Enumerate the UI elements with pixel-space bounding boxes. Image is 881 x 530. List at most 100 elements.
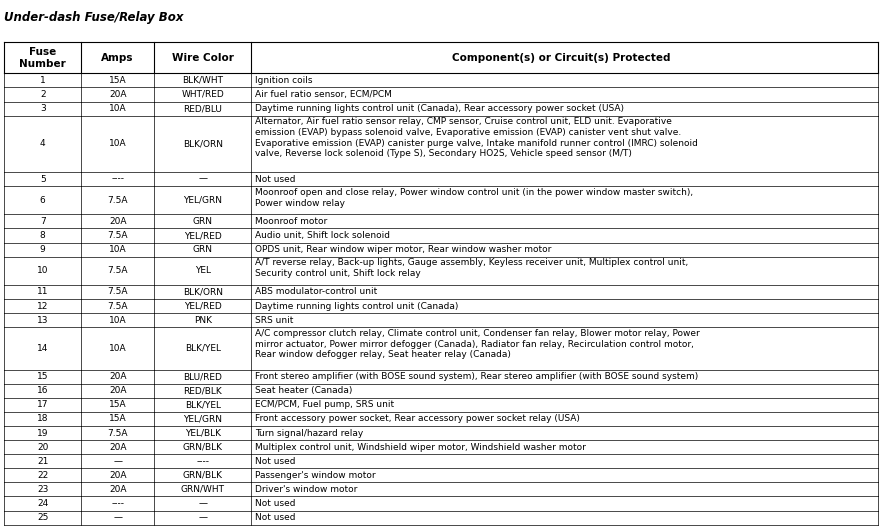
Text: 20: 20 <box>37 443 48 452</box>
Text: 7: 7 <box>40 217 46 226</box>
Text: Fuse
Number: Fuse Number <box>19 47 66 69</box>
Text: 16: 16 <box>37 386 48 395</box>
Text: 10A: 10A <box>108 316 127 325</box>
Text: 15: 15 <box>37 372 48 381</box>
Text: 10: 10 <box>37 266 48 275</box>
Text: Ignition coils: Ignition coils <box>255 76 312 85</box>
Text: RED/BLU: RED/BLU <box>183 104 222 113</box>
Text: 9: 9 <box>40 245 46 254</box>
Text: ----: ---- <box>111 499 124 508</box>
Text: 25: 25 <box>37 513 48 522</box>
Text: 10A: 10A <box>108 139 127 148</box>
Text: 20A: 20A <box>109 90 126 99</box>
Text: 10A: 10A <box>108 104 127 113</box>
Text: GRN/WHT: GRN/WHT <box>181 485 225 494</box>
Text: 2: 2 <box>40 90 46 99</box>
Text: Not used: Not used <box>255 499 295 508</box>
Text: 15A: 15A <box>108 76 127 85</box>
Text: GRN/BLK: GRN/BLK <box>182 443 223 452</box>
Text: BLU/RED: BLU/RED <box>183 372 222 381</box>
Text: A/T reverse relay, Back-up lights, Gauge assembly, Keyless receiver unit, Multip: A/T reverse relay, Back-up lights, Gauge… <box>255 258 688 278</box>
Text: BLK/YEL: BLK/YEL <box>185 344 220 353</box>
Text: —: — <box>113 457 122 466</box>
Text: Front accessory power socket, Rear accessory power socket relay (USA): Front accessory power socket, Rear acces… <box>255 414 580 423</box>
Text: 20A: 20A <box>109 217 126 226</box>
Text: 20A: 20A <box>109 372 126 381</box>
Text: BLK/YEL: BLK/YEL <box>185 400 220 409</box>
Text: 20A: 20A <box>109 386 126 395</box>
Text: Air fuel ratio sensor, ECM/PCM: Air fuel ratio sensor, ECM/PCM <box>255 90 391 99</box>
Text: 18: 18 <box>37 414 48 423</box>
Text: Not used: Not used <box>255 457 295 466</box>
Text: Seat heater (Canada): Seat heater (Canada) <box>255 386 352 395</box>
Text: Multiplex control unit, Windshield wiper motor, Windshield washer motor: Multiplex control unit, Windshield wiper… <box>255 443 586 452</box>
Text: 20A: 20A <box>109 485 126 494</box>
Text: YEL/RED: YEL/RED <box>184 302 221 311</box>
Text: Moonroof motor: Moonroof motor <box>255 217 327 226</box>
Text: 20A: 20A <box>109 443 126 452</box>
Text: Audio unit, Shift lock solenoid: Audio unit, Shift lock solenoid <box>255 231 389 240</box>
Text: RED/BLK: RED/BLK <box>183 386 222 395</box>
Text: 7.5A: 7.5A <box>107 429 128 437</box>
Text: GRN: GRN <box>193 217 212 226</box>
Text: YEL/BLK: YEL/BLK <box>185 429 220 437</box>
Text: —: — <box>198 513 207 522</box>
Text: BLK/WHT: BLK/WHT <box>182 76 223 85</box>
Text: Turn signal/hazard relay: Turn signal/hazard relay <box>255 429 363 437</box>
Text: ECM/PCM, Fuel pump, SRS unit: ECM/PCM, Fuel pump, SRS unit <box>255 400 394 409</box>
Text: 7.5A: 7.5A <box>107 302 128 311</box>
Text: 22: 22 <box>37 471 48 480</box>
Text: 17: 17 <box>37 400 48 409</box>
Text: 21: 21 <box>37 457 48 466</box>
Text: WHT/RED: WHT/RED <box>181 90 224 99</box>
Text: Daytime running lights control unit (Canada): Daytime running lights control unit (Can… <box>255 302 458 311</box>
Text: 14: 14 <box>37 344 48 353</box>
Text: Daytime running lights control unit (Canada), Rear accessory power socket (USA): Daytime running lights control unit (Can… <box>255 104 624 113</box>
Text: 13: 13 <box>37 316 48 325</box>
Text: GRN: GRN <box>193 245 212 254</box>
Text: 10A: 10A <box>108 245 127 254</box>
Text: Component(s) or Circuit(s) Protected: Component(s) or Circuit(s) Protected <box>452 53 671 63</box>
Text: YEL/GRN: YEL/GRN <box>183 414 222 423</box>
Text: 3: 3 <box>40 104 46 113</box>
Text: 6: 6 <box>40 196 46 205</box>
Text: Not used: Not used <box>255 513 295 522</box>
Text: 5: 5 <box>40 174 46 183</box>
Text: YEL: YEL <box>195 266 211 275</box>
Text: 11: 11 <box>37 287 48 296</box>
Text: 7.5A: 7.5A <box>107 196 128 205</box>
Text: 23: 23 <box>37 485 48 494</box>
Text: Driver's window motor: Driver's window motor <box>255 485 357 494</box>
Text: Front stereo amplifier (with BOSE sound system), Rear stereo amplifier (with BOS: Front stereo amplifier (with BOSE sound … <box>255 372 698 381</box>
Text: —: — <box>198 499 207 508</box>
Text: A/C compressor clutch relay, Climate control unit, Condenser fan relay, Blower m: A/C compressor clutch relay, Climate con… <box>255 329 700 359</box>
Text: 20A: 20A <box>109 471 126 480</box>
Text: Amps: Amps <box>101 53 134 63</box>
Text: 10A: 10A <box>108 344 127 353</box>
Text: —: — <box>113 513 122 522</box>
Text: 4: 4 <box>40 139 46 148</box>
Text: —: — <box>198 174 207 183</box>
Text: Moonroof open and close relay, Power window control unit (in the power window ma: Moonroof open and close relay, Power win… <box>255 188 692 208</box>
Text: Under-dash Fuse/Relay Box: Under-dash Fuse/Relay Box <box>4 11 184 24</box>
Text: YEL/RED: YEL/RED <box>184 231 221 240</box>
Text: 7.5A: 7.5A <box>107 266 128 275</box>
Text: Passenger's window motor: Passenger's window motor <box>255 471 375 480</box>
Text: Wire Color: Wire Color <box>172 53 233 63</box>
Text: 15A: 15A <box>108 400 127 409</box>
Text: 8: 8 <box>40 231 46 240</box>
Text: OPDS unit, Rear window wiper motor, Rear window washer motor: OPDS unit, Rear window wiper motor, Rear… <box>255 245 551 254</box>
Text: GRN/BLK: GRN/BLK <box>182 471 223 480</box>
Text: ----: ---- <box>196 457 209 466</box>
Text: PNK: PNK <box>194 316 211 325</box>
Text: 1: 1 <box>40 76 46 85</box>
Text: SRS unit: SRS unit <box>255 316 293 325</box>
Text: 19: 19 <box>37 429 48 437</box>
Text: BLK/ORN: BLK/ORN <box>182 139 223 148</box>
Text: Alternator, Air fuel ratio sensor relay, CMP sensor, Cruise control unit, ELD un: Alternator, Air fuel ratio sensor relay,… <box>255 117 698 158</box>
Text: 12: 12 <box>37 302 48 311</box>
Text: ABS modulator-control unit: ABS modulator-control unit <box>255 287 377 296</box>
Text: ----: ---- <box>111 174 124 183</box>
Text: 24: 24 <box>37 499 48 508</box>
Text: YEL/GRN: YEL/GRN <box>183 196 222 205</box>
